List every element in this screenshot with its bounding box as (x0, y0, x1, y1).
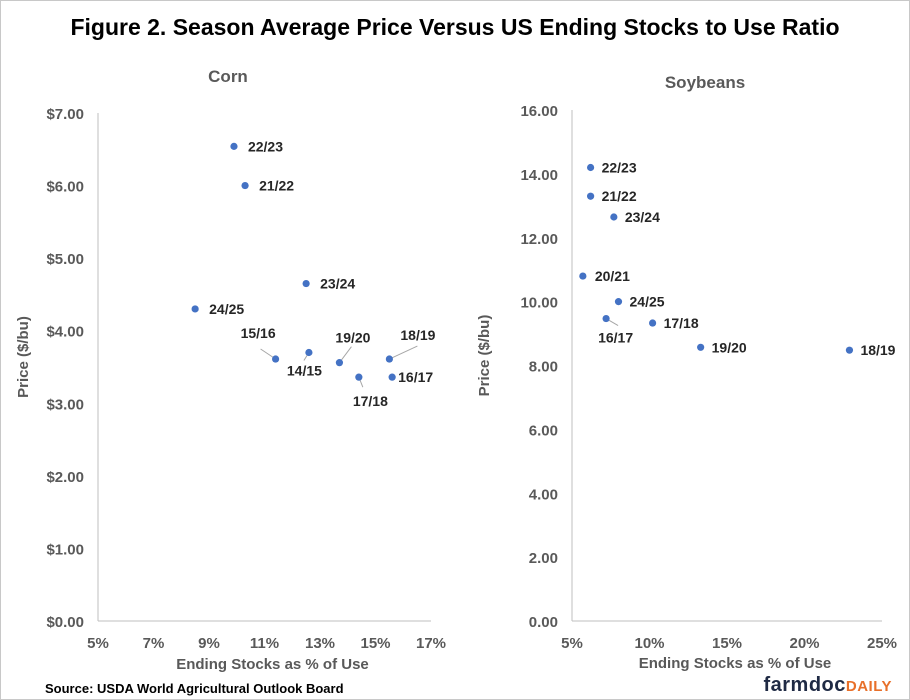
soybeans-data-point (649, 319, 657, 327)
soybeans-data-point (614, 298, 623, 306)
soybeans-y-tick-label: 16.00 (520, 103, 558, 120)
corn-leader-line (389, 345, 418, 360)
soybeans-data-label: 18/19 (860, 342, 895, 358)
corn-x-tick-label: 13% (305, 635, 335, 652)
corn-data-point (241, 181, 249, 190)
logo-part-farmdoc: farmdoc (763, 674, 846, 696)
soybeans-data-label: 22/23 (602, 159, 637, 175)
soybeans-data-label: 16/17 (598, 330, 633, 346)
corn-data-label: 15/16 (241, 325, 276, 341)
soybeans-data-label: 23/24 (625, 209, 660, 225)
corn-data-point (272, 355, 280, 363)
soybeans-data-label: 24/25 (630, 294, 665, 310)
corn-data-label: 24/25 (209, 301, 244, 317)
corn-data-label: 17/18 (353, 393, 388, 409)
soybeans-y-tick-label: 10.00 (520, 295, 558, 312)
corn-data-label: 19/20 (335, 330, 370, 346)
soybeans-x-axis-title: Ending Stocks as % of Use (639, 655, 832, 672)
corn-y-tick-label: $1.00 (46, 541, 84, 558)
corn-chart-title: Corn (208, 67, 248, 86)
corn-y-tick-label: $5.00 (46, 251, 84, 268)
corn-data-point (302, 279, 310, 288)
soybeans-x-tick-label: 20% (789, 635, 819, 652)
corn-data-point (385, 355, 393, 363)
soybeans-data-point (587, 163, 595, 172)
soybeans-y-tick-label: 6.00 (529, 422, 558, 439)
soybeans-x-tick-label: 10% (634, 635, 664, 652)
corn-x-tick-label: 5% (87, 635, 109, 652)
source-note: Source: USDA World Agricultural Outlook … (45, 681, 344, 696)
corn-data-label: 21/22 (259, 178, 294, 194)
corn-y-tick-label: $0.00 (46, 614, 84, 631)
soybeans-data-label: 17/18 (664, 315, 699, 331)
corn-y-tick-label: $6.00 (46, 179, 84, 196)
farmdoc-daily-logo: farmdocDAILY (763, 674, 892, 697)
corn-y-axis-title: Price ($/bu) (15, 316, 32, 398)
corn-data-point (355, 373, 363, 381)
soybeans-data-label: 20/21 (595, 268, 630, 284)
corn-data-label: 18/19 (400, 327, 435, 343)
corn-data-label: 16/17 (398, 369, 433, 385)
soybeans-data-point (602, 314, 610, 323)
soybeans-y-tick-label: 8.00 (529, 359, 558, 376)
soybeans-data-point (845, 346, 854, 354)
corn-data-point (191, 305, 199, 313)
soybeans-y-tick-label: 0.00 (529, 614, 558, 631)
corn-y-tick-label: $4.00 (46, 324, 84, 341)
corn-y-tick-label: $2.00 (46, 469, 84, 486)
corn-x-axis-title: Ending Stocks as % of Use (176, 656, 369, 673)
soybeans-y-tick-label: 14.00 (520, 167, 558, 184)
corn-x-tick-label: 17% (416, 635, 446, 652)
corn-data-label: 14/15 (287, 362, 322, 378)
corn-data-label: 23/24 (320, 276, 355, 292)
soybeans-data-point (587, 192, 595, 200)
corn-y-tick-label: $3.00 (46, 396, 84, 413)
corn-x-tick-label: 15% (360, 635, 390, 652)
soybeans-x-tick-label: 5% (561, 635, 583, 652)
soybeans-data-point (610, 213, 618, 221)
soybeans-data-label: 19/20 (712, 339, 747, 355)
corn-x-tick-label: 9% (198, 635, 220, 652)
corn-y-tick-label: $7.00 (46, 106, 84, 123)
soybeans-y-tick-label: 4.00 (529, 486, 558, 503)
soybeans-y-tick-label: 12.00 (520, 231, 558, 248)
figure-title: Figure 2. Season Average Price Versus US… (70, 14, 840, 40)
corn-data-point (230, 142, 238, 150)
soybeans-x-tick-label: 25% (867, 635, 897, 652)
soybeans-chart-title: Soybeans (665, 73, 745, 92)
soybeans-y-tick-label: 2.00 (529, 550, 558, 567)
soybeans-data-label: 21/22 (602, 188, 637, 204)
soybeans-x-tick-label: 15% (712, 635, 742, 652)
corn-x-tick-label: 11% (250, 635, 279, 652)
soybeans-data-point (697, 343, 705, 351)
logo-part-daily: DAILY (845, 678, 892, 695)
corn-data-label: 22/23 (248, 138, 283, 154)
corn-data-point (305, 348, 313, 357)
corn-data-point (388, 373, 396, 381)
corn-data-point (335, 359, 344, 367)
soybeans-y-axis-title: Price ($/bu) (476, 315, 493, 397)
corn-x-tick-label: 7% (143, 635, 165, 652)
soybeans-data-point (579, 272, 587, 280)
